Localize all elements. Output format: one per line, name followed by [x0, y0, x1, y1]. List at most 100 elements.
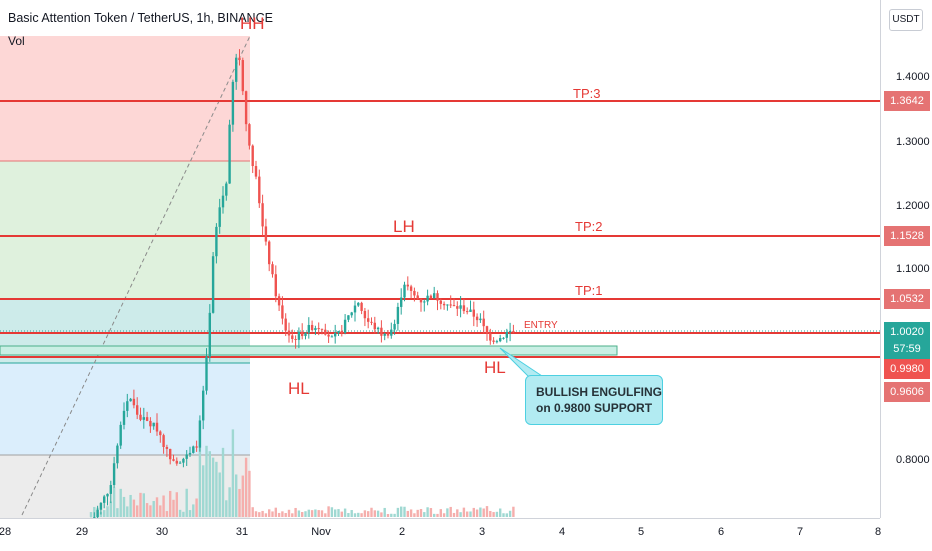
x-tick: 2	[398, 526, 406, 538]
volume-bar	[376, 510, 380, 517]
volume-bar	[419, 509, 423, 517]
candle-body	[228, 124, 231, 184]
candle-body	[287, 330, 291, 336]
candle-body	[495, 341, 499, 343]
volume-bar	[436, 513, 439, 517]
annotation-hl-2: HL	[484, 358, 506, 377]
volume-bar	[172, 499, 175, 517]
annotation-hl-1: HL	[288, 379, 310, 398]
candle-body	[492, 340, 495, 342]
volume-bar	[132, 499, 136, 517]
volume-bar	[343, 508, 347, 517]
candle-body	[172, 459, 175, 461]
volume-bar	[291, 513, 294, 517]
volume-bar	[320, 510, 324, 517]
volume-bar	[499, 508, 502, 517]
candle-body	[307, 324, 310, 333]
volume-bar	[456, 509, 459, 517]
candle-body	[142, 417, 145, 420]
volume-bar	[386, 513, 390, 517]
price-axis[interactable]: 1.4000 1.3000 1.2000 1.1000 0.8000	[880, 0, 932, 518]
volume-bar	[178, 509, 182, 517]
candle-body	[390, 329, 393, 336]
tp3-label: TP:3	[573, 86, 601, 101]
volume-bar	[347, 513, 350, 517]
candle-body	[512, 330, 515, 332]
volume-bar	[363, 510, 367, 517]
candle-body	[175, 460, 178, 464]
volume-bar	[264, 513, 268, 517]
candle-body	[482, 318, 485, 327]
volume-bar	[218, 472, 221, 517]
candle-body	[291, 335, 294, 339]
volume-bar	[367, 511, 370, 517]
volume-bar	[466, 511, 469, 517]
candle-body	[370, 321, 373, 323]
volume-bar	[93, 506, 96, 517]
volume-bar	[373, 510, 376, 517]
volume-bar	[485, 506, 489, 517]
volume-bar	[192, 504, 195, 517]
chart-title: Basic Attention Token / TetherUS, 1h, BI…	[8, 11, 273, 25]
y-tick: 1.3000	[896, 136, 930, 148]
fib-diagonal	[21, 35, 251, 516]
volume-bar	[106, 506, 109, 517]
candle-body	[93, 517, 96, 518]
candle-body	[225, 183, 228, 196]
volume-bar	[198, 430, 202, 517]
candle-body	[403, 284, 406, 298]
volume-bar	[380, 512, 383, 517]
candle-body	[192, 446, 195, 453]
candle-body	[330, 336, 334, 338]
candle-body	[406, 284, 409, 287]
candle-body	[423, 301, 426, 303]
candle-body	[334, 333, 337, 337]
volume-bar	[442, 513, 446, 517]
volume-bar	[413, 513, 416, 517]
candle-body	[304, 332, 307, 337]
volume-bar	[89, 512, 93, 517]
candle-body	[317, 328, 320, 330]
candle-body	[132, 398, 136, 406]
callout-line-2: on 0.9800 SUPPORT	[536, 401, 653, 415]
candle-body	[439, 300, 442, 304]
candle-body	[353, 305, 357, 313]
volume-bar	[304, 511, 307, 517]
candle-body	[301, 331, 304, 337]
x-tick: 8	[874, 526, 882, 538]
price-tag-tp2: 1.1528	[884, 226, 930, 246]
candle-body	[475, 316, 479, 321]
candle-body	[284, 318, 287, 331]
price-tag-stop: 0.9980	[884, 359, 930, 379]
currency-button[interactable]: USDT	[889, 9, 923, 31]
chart-plot-area[interactable]: Basic Attention Token / TetherUS, 1h, BI…	[0, 0, 880, 518]
volume-bar	[505, 513, 508, 517]
candle-body	[449, 304, 452, 306]
volume-bar	[330, 507, 334, 517]
x-tick: 4	[558, 526, 566, 538]
candle-body	[208, 312, 211, 357]
countdown-tag: 57:59	[884, 339, 930, 359]
volume-bar	[396, 507, 400, 517]
candle-body	[211, 256, 215, 313]
volume-bar	[165, 511, 169, 517]
candle-body	[446, 304, 449, 306]
time-axis[interactable]	[0, 518, 880, 551]
volume-bar	[479, 507, 482, 517]
volume-bar	[495, 511, 499, 517]
candle-body	[198, 420, 202, 448]
volume-bar	[119, 488, 122, 517]
price-tag-tp3: 1.3642	[884, 91, 930, 111]
candle-body	[426, 295, 429, 302]
x-tick: 7	[796, 526, 804, 538]
volume-bar	[357, 512, 360, 517]
zone-red	[0, 36, 250, 161]
volume-bar	[423, 512, 426, 517]
candle-body	[485, 326, 489, 334]
volume-bar	[324, 513, 327, 517]
volume-bar	[129, 494, 132, 517]
volume-bar	[122, 496, 126, 517]
x-tick: 3	[478, 526, 486, 538]
volume-bar	[284, 513, 287, 517]
chart-canvas[interactable]	[0, 0, 880, 518]
